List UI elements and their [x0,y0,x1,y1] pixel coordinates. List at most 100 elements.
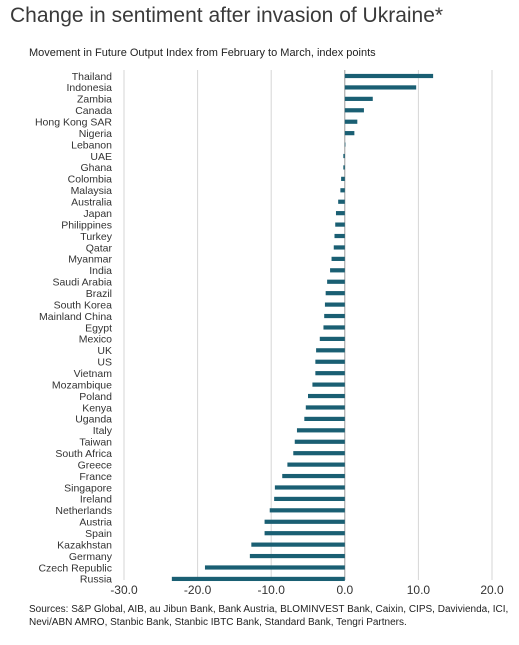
category-label: Spain [85,528,112,540]
category-label: Ghana [80,162,112,174]
bar [343,153,345,159]
category-label: Hong Kong SAR [35,117,112,129]
bar [319,336,345,341]
bar [344,119,358,124]
category-label: Mexico [79,334,112,346]
category-label: Kenya [82,402,112,414]
bar [333,245,345,250]
bar [344,85,417,90]
source-note: Sources: S&P Global, AIB, au Jibun Bank,… [29,604,509,628]
bar [335,222,345,227]
category-label: Kazakhstan [57,539,112,551]
x-tick-label: 10.0 [407,583,431,597]
bar [287,462,345,467]
chart-title: Change in sentiment after invasion of Uk… [10,4,444,27]
bar [264,519,345,524]
bar [264,531,345,536]
bar [323,325,345,330]
category-label: Egypt [85,322,112,334]
bar [296,428,345,433]
category-label: UK [97,345,112,357]
category-label: Italy [93,425,113,437]
category-label: Nigeria [79,128,112,140]
bar [338,199,345,204]
x-tick-label: 20.0 [480,583,504,597]
bar [335,211,345,216]
bar [344,96,373,101]
bar [269,508,345,513]
category-label: Vietnam [74,368,113,380]
bar [324,313,345,319]
category-label: Zambia [77,94,112,106]
bar [334,233,345,239]
category-label: Australia [71,197,112,209]
bar [315,371,345,376]
bar [305,405,345,410]
bar [294,439,345,444]
category-label: Uganda [75,414,112,426]
bar [325,291,345,296]
category-label: Singapore [64,482,112,494]
category-label: Indonesia [66,82,112,94]
category-label: South Korea [54,299,113,311]
bar [249,553,345,559]
category-label: Poland [79,391,112,403]
category-label: Japan [83,208,112,220]
x-tick-label: 0.0 [336,583,353,597]
category-label: Mainland China [39,311,112,323]
x-tick-label: -10.0 [258,583,286,597]
bar [341,176,345,181]
category-label: Myanmar [68,254,112,266]
category-label: Colombia [68,174,113,186]
category-label: Ireland [80,494,112,506]
category-label: Austria [79,517,112,529]
bar [331,256,345,261]
bar [171,576,345,582]
category-label: South Africa [55,448,112,460]
bar [327,279,345,284]
category-label: Qatar [86,242,113,254]
chart-subtitle: Movement in Future Output Index from Feb… [29,47,376,59]
category-label: Lebanon [71,139,112,151]
bar [251,542,345,547]
category-label: India [89,265,112,277]
category-label: Russia [80,574,112,586]
bar [282,473,345,479]
bar [344,73,434,79]
bar [344,131,355,136]
bar [274,496,345,502]
bar [204,565,345,570]
category-label: Mozambique [52,379,112,391]
bar [344,108,364,113]
category-label: Canada [75,105,112,117]
category-label: US [97,357,112,369]
category-label: Brazil [86,288,112,300]
category-label: Thailand [72,71,112,83]
category-label: Turkey [80,231,112,243]
x-tick-label: -30.0 [110,583,138,597]
bar [340,188,345,193]
bar [293,451,345,456]
bar [274,485,345,490]
category-label: Saudi Arabia [52,277,112,289]
bar [343,165,345,170]
bar [316,348,345,353]
bar [344,142,346,147]
category-label: France [79,471,112,483]
category-label: Czech Republic [38,562,112,574]
category-label: Taiwan [79,437,112,449]
category-label: Germany [69,551,113,563]
bar [304,416,345,421]
category-label: UAE [90,151,112,163]
category-label: Malaysia [71,185,113,197]
category-label: Netherlands [55,505,112,517]
bar [308,393,345,399]
bar [312,382,345,387]
bar [315,359,345,364]
x-tick-label: -20.0 [184,583,212,597]
bar [330,268,345,273]
bar [324,302,345,307]
category-label: Greece [78,459,113,471]
category-label: Philippines [61,219,112,231]
